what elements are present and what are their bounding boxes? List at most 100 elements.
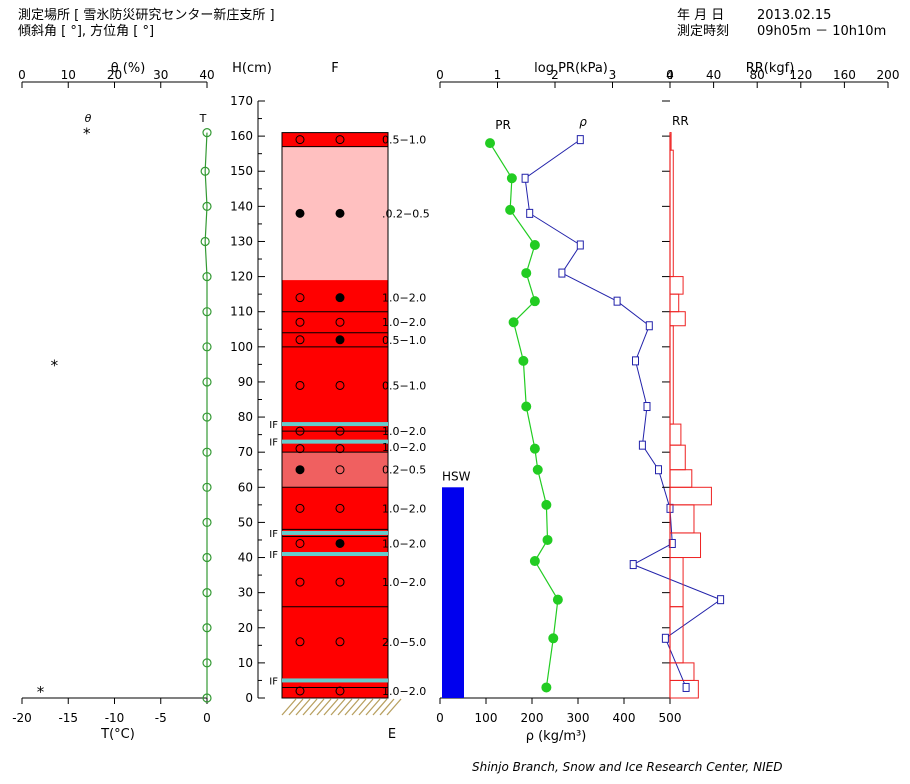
hsw-bar bbox=[442, 487, 464, 698]
pr-point bbox=[508, 317, 519, 328]
rr-bar bbox=[669, 679, 699, 699]
ice-layer-label: IF bbox=[269, 438, 278, 449]
rho-tick-label: 300 bbox=[567, 711, 590, 725]
grain-marker-open bbox=[295, 577, 305, 587]
rr-tick-label: 0 bbox=[666, 68, 674, 82]
grain-marker-open bbox=[335, 577, 345, 587]
rho-line bbox=[524, 139, 722, 688]
temp-series-label: T bbox=[199, 112, 207, 125]
grain-marker-open bbox=[295, 444, 305, 454]
grain-marker-filled bbox=[335, 335, 345, 345]
location-label: 測定場所 [ 雪氷防災研究センター新庄支所 ] bbox=[18, 8, 275, 23]
height-tick-label: 160 bbox=[230, 129, 253, 143]
theta-tick-label: 30 bbox=[153, 68, 168, 82]
grain-column-top-label: F bbox=[331, 61, 338, 76]
ground-hatch bbox=[351, 698, 367, 716]
theta-tick-label: 10 bbox=[61, 68, 76, 82]
theta-point: * bbox=[51, 356, 59, 374]
pr-point bbox=[518, 355, 529, 366]
temp-axis-title: T(°C) bbox=[100, 727, 135, 742]
ground-hatch bbox=[372, 698, 388, 716]
grain-size-label: 1.0−2.0 bbox=[382, 316, 426, 329]
grain-marker-open bbox=[295, 503, 305, 513]
pr-point bbox=[506, 173, 517, 184]
ice-layer-label: IF bbox=[269, 529, 278, 540]
pr-point bbox=[521, 401, 532, 412]
ice-layer-label: IF bbox=[269, 550, 278, 561]
temp-tick-label: -5 bbox=[155, 711, 167, 725]
rho-series-label: ρ bbox=[579, 115, 587, 129]
ground-hatch bbox=[316, 698, 332, 716]
rr-tick-label: 40 bbox=[706, 68, 721, 82]
rr-tick-label: 80 bbox=[750, 68, 765, 82]
ground-hatch bbox=[379, 698, 395, 716]
height-tick-label: 130 bbox=[230, 234, 253, 248]
temp-point bbox=[200, 166, 210, 176]
grain-marker-open bbox=[295, 293, 305, 303]
height-tick-label: 80 bbox=[238, 410, 253, 424]
temp-point bbox=[202, 412, 212, 422]
grain-marker-filled bbox=[335, 538, 345, 548]
grain-size-label: 1.0−2.0 bbox=[382, 292, 426, 305]
rho-point bbox=[668, 538, 676, 548]
height-tick-label: 20 bbox=[238, 621, 253, 635]
rr-bar bbox=[669, 293, 680, 313]
ground-hatch bbox=[309, 698, 325, 716]
height-tick-label: 90 bbox=[238, 375, 253, 389]
rr-bar bbox=[669, 504, 695, 534]
pr-point bbox=[552, 594, 563, 605]
ice-layer bbox=[282, 530, 388, 535]
height-tick-label: 60 bbox=[238, 480, 253, 494]
theta-tick-label: 0 bbox=[18, 68, 26, 82]
grain-marker-open bbox=[295, 317, 305, 327]
grain-column-frame bbox=[281, 132, 389, 699]
pr-point bbox=[529, 443, 540, 454]
grain-size-label: 1.0−2.0 bbox=[382, 685, 426, 698]
logpr-axis-title: log PR(kPa) bbox=[534, 61, 608, 76]
temp-tick-label: 0 bbox=[203, 711, 211, 725]
pr-point bbox=[529, 239, 540, 250]
rho-point bbox=[645, 321, 653, 331]
rr-bar bbox=[669, 325, 674, 425]
rho-point bbox=[576, 240, 584, 250]
rho-tick-label: 500 bbox=[659, 711, 682, 725]
grain-marker-open bbox=[295, 426, 305, 436]
rho-point bbox=[655, 465, 662, 475]
height-tick-label: 150 bbox=[230, 164, 253, 178]
rho-point bbox=[643, 402, 651, 412]
rho-point bbox=[682, 682, 690, 692]
grain-size-label: 1.0−2.0 bbox=[382, 425, 426, 438]
height-tick-label: 40 bbox=[238, 551, 253, 565]
temp-tick-label: -10 bbox=[105, 711, 125, 725]
temp-point bbox=[202, 658, 212, 668]
theta-point: * bbox=[37, 683, 45, 701]
grain-marker-open bbox=[295, 335, 305, 345]
height-tick-label: 100 bbox=[230, 340, 253, 354]
height-tick-label: 50 bbox=[238, 515, 253, 529]
logpr-tick-label: 2 bbox=[551, 68, 559, 82]
ice-layer bbox=[282, 439, 388, 444]
theta-point: * bbox=[83, 125, 91, 143]
temp-point bbox=[202, 517, 212, 528]
pr-point bbox=[548, 633, 559, 644]
rho-point bbox=[576, 135, 584, 145]
rho-point bbox=[629, 560, 637, 570]
credit-text: Shinjo Branch, Snow and Ice Research Cen… bbox=[472, 760, 783, 774]
rr-bar bbox=[669, 423, 682, 446]
pr-point bbox=[505, 204, 516, 215]
rr-series-label: RR bbox=[672, 114, 689, 128]
grain-marker-open bbox=[335, 465, 345, 475]
temp-point bbox=[202, 447, 212, 457]
date-value: 2013.02.15 bbox=[757, 8, 832, 23]
grain-size-label: 1.0−2.0 bbox=[382, 502, 426, 515]
temp-point bbox=[202, 307, 212, 317]
rr-tick-label: 120 bbox=[789, 68, 812, 82]
rr-bar bbox=[669, 276, 684, 295]
grain-marker-filled bbox=[335, 208, 345, 218]
height-tick-label: 170 bbox=[230, 94, 253, 108]
height-tick-label: 120 bbox=[230, 270, 253, 284]
ground-hatch bbox=[295, 698, 311, 716]
grain-marker-open bbox=[295, 686, 305, 696]
